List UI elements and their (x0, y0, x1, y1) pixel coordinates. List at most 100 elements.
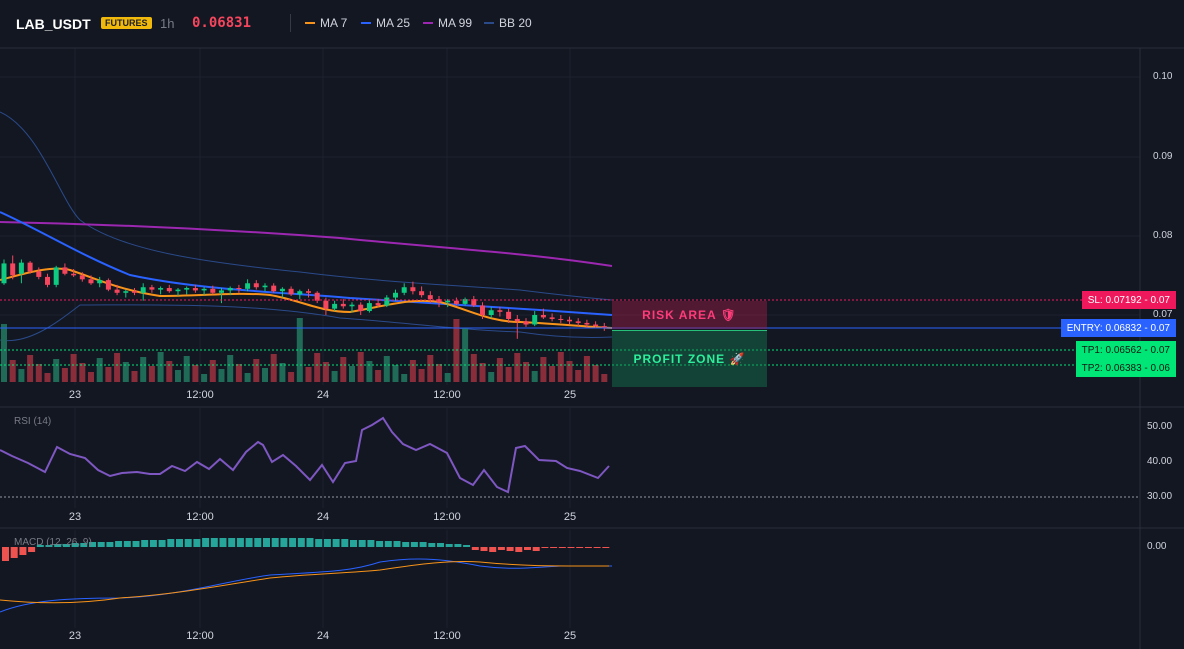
volume-bar (531, 371, 538, 382)
volume-bar (392, 365, 399, 382)
volume-bar (296, 318, 303, 382)
candle-body (549, 317, 555, 319)
macd-histogram-bar (489, 547, 497, 552)
candle-body (375, 303, 381, 306)
volume-bar (331, 371, 338, 382)
legend-ma7[interactable]: MA 7 (305, 16, 347, 30)
volume-bar (70, 354, 77, 382)
volume-bar (218, 369, 225, 382)
candle-body (401, 287, 407, 293)
candle-body (245, 283, 251, 289)
macd-histogram-bar (323, 539, 331, 547)
candle-body (114, 289, 120, 293)
candle-body (575, 321, 581, 323)
macd-histogram-bar (106, 542, 114, 547)
volume-bar (496, 358, 503, 382)
legend-bb20[interactable]: BB 20 (484, 16, 532, 30)
candle-body (297, 291, 303, 295)
volume-bar (88, 372, 94, 382)
candle-body (88, 279, 94, 284)
volume-bar (175, 370, 181, 382)
volume-bar (157, 352, 164, 382)
signal-line (0, 560, 609, 604)
timeframe-label[interactable]: 1h (160, 16, 175, 31)
candle-body (584, 322, 590, 325)
time-label: 23 (68, 630, 82, 642)
volume-bar (166, 361, 173, 382)
volume-bar (140, 357, 147, 382)
volume-bar (349, 366, 355, 382)
macd-histogram-bar (410, 542, 418, 547)
volume-bar (148, 366, 155, 382)
volume-bar (583, 356, 590, 382)
candle-body (393, 292, 398, 298)
macd-histogram-bar (384, 541, 392, 547)
volume-bar (479, 363, 486, 382)
volume-bar (549, 366, 556, 382)
time-label: 24 (316, 511, 330, 523)
volume-bar (357, 352, 364, 382)
volume-bar (462, 328, 469, 382)
volume-bar (131, 371, 138, 382)
macd-histogram-bar (515, 547, 523, 552)
legend-swatch (484, 22, 494, 24)
candle-body (593, 324, 599, 327)
macd-histogram-bar (341, 539, 349, 547)
time-label: 12:00 (186, 630, 214, 642)
symbol-name[interactable]: LAB_USDT (16, 16, 91, 32)
volume-bar (35, 364, 42, 382)
volume-bar (201, 374, 208, 382)
candle-body (236, 288, 242, 290)
macd-histogram-bar (28, 547, 36, 552)
candle-body (192, 288, 198, 291)
volume-bar (375, 370, 382, 382)
macd-histogram-bar (471, 547, 479, 550)
candle-body (436, 299, 442, 303)
legend-swatch (361, 22, 371, 24)
macd-histogram-bar (584, 547, 592, 548)
volume-bar (340, 357, 347, 382)
macd-histogram-bar (567, 547, 575, 548)
candle-body (36, 271, 42, 277)
macd-histogram-bar (132, 541, 140, 547)
volume-bar (557, 352, 564, 382)
macd-histogram-bar (228, 538, 236, 547)
candle-body (71, 273, 77, 276)
macd-histogram-bar (89, 542, 96, 547)
candle-body (514, 318, 520, 322)
time-label: 23 (68, 511, 82, 523)
tp2-tag: TP2: 0.06383 - 0.06 (1075, 359, 1176, 377)
candle-body (601, 326, 607, 329)
candle-body (227, 288, 233, 291)
legend-ma25[interactable]: MA 25 (361, 16, 410, 30)
macd-histogram-bar (71, 543, 79, 547)
volume-bar (427, 355, 434, 382)
candle-body (358, 304, 364, 312)
volume-bar (505, 367, 512, 382)
legend-ma99[interactable]: MA 99 (423, 16, 472, 30)
macd-histogram-bar (263, 538, 270, 547)
volume-bar (366, 361, 373, 382)
candle-body (140, 287, 146, 293)
macd-histogram-bar (10, 547, 18, 558)
candle-body (18, 262, 24, 274)
candle-body (340, 303, 346, 307)
candle-body (79, 275, 85, 280)
volume-bar (401, 374, 408, 382)
volume-bar (279, 363, 286, 382)
candle-body (314, 292, 320, 301)
price-axis-label: 0.07 (1153, 309, 1173, 320)
legend-swatch (423, 22, 433, 24)
candle-body (462, 299, 468, 304)
volume-bar (383, 356, 390, 382)
macd-title: MACD (12, 26, 9) (14, 537, 92, 548)
macd-histogram-bar (141, 540, 149, 547)
volume-bar (601, 374, 608, 382)
time-label: 25 (563, 630, 577, 642)
candle-body (288, 288, 294, 295)
volume-bar (9, 360, 16, 382)
price-axis-label: 0.08 (1153, 230, 1173, 241)
macd-histogram-bar (428, 543, 436, 547)
volume-bar (1, 324, 7, 382)
